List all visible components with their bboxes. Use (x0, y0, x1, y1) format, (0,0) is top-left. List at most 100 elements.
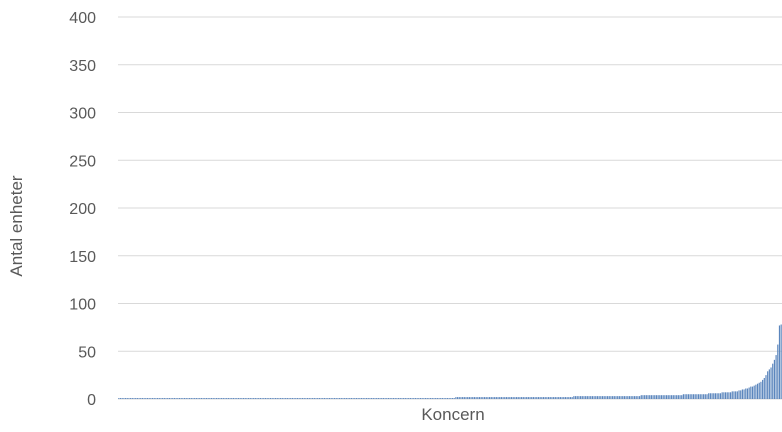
bar (512, 397, 514, 399)
bar (679, 395, 681, 399)
bar (580, 396, 582, 399)
bar (151, 398, 154, 399)
bar (640, 395, 642, 399)
bar (327, 398, 329, 399)
bar (741, 389, 743, 399)
bar (234, 398, 236, 399)
bar (119, 398, 122, 399)
bar (478, 397, 481, 399)
y-axis-title: Antal enheter (7, 175, 26, 276)
bar (286, 398, 288, 399)
bar (495, 397, 497, 399)
bar (649, 395, 651, 399)
bar (138, 398, 140, 399)
bar (517, 397, 519, 399)
bar (581, 396, 583, 399)
bar (559, 397, 561, 399)
bar (409, 398, 411, 399)
bar (697, 394, 700, 399)
bar (485, 397, 487, 399)
bar (445, 398, 447, 399)
bar (748, 387, 750, 399)
bar (502, 397, 504, 399)
bar (268, 398, 270, 399)
bar (158, 398, 160, 399)
y-tick-label: 300 (69, 106, 96, 123)
bar (755, 384, 757, 399)
bar (190, 398, 192, 399)
bar (167, 398, 169, 399)
bar (408, 398, 410, 399)
bar (239, 398, 241, 399)
bar (509, 397, 511, 399)
bar (450, 398, 452, 399)
bar (177, 398, 179, 399)
bar (118, 398, 120, 399)
bar (650, 395, 652, 399)
bar (463, 397, 465, 399)
bar (561, 397, 563, 399)
bar (674, 395, 676, 399)
bar (681, 395, 683, 399)
bar (365, 398, 368, 399)
bar (157, 398, 159, 399)
bar (537, 397, 540, 399)
bar (413, 398, 415, 399)
bar (312, 398, 314, 399)
bar (667, 395, 669, 399)
bar (219, 398, 221, 399)
bar (200, 398, 203, 399)
bar (468, 397, 470, 399)
bar (613, 396, 615, 399)
bar (406, 398, 408, 399)
bar (554, 397, 556, 399)
bar (259, 398, 261, 399)
bar (672, 395, 674, 399)
bar (487, 397, 489, 399)
bar (180, 398, 182, 399)
bar (746, 388, 749, 399)
bar (246, 398, 248, 399)
bar (347, 398, 349, 399)
bar (291, 398, 294, 399)
bar (606, 396, 609, 399)
bar (699, 394, 701, 399)
bar (414, 398, 417, 399)
bar (290, 398, 292, 399)
bar (301, 398, 304, 399)
bar (362, 398, 364, 399)
bar (307, 398, 309, 399)
bar (436, 398, 438, 399)
bar (635, 396, 637, 399)
bar (704, 394, 706, 399)
bar (514, 397, 516, 399)
bar (694, 394, 696, 399)
bar (298, 398, 300, 399)
bar (333, 398, 336, 399)
bar (216, 398, 218, 399)
bar (736, 391, 738, 399)
bar (536, 397, 538, 399)
bar (451, 398, 454, 399)
bar (686, 394, 688, 399)
bar (684, 394, 686, 399)
bar (772, 363, 774, 399)
bar (322, 398, 324, 399)
bar (126, 398, 128, 399)
bar (183, 398, 186, 399)
bar (182, 398, 184, 399)
bar (505, 397, 508, 399)
bar (610, 396, 612, 399)
bar (682, 394, 684, 399)
bar (141, 398, 144, 399)
bar (504, 397, 506, 399)
bar (676, 395, 678, 399)
bar (701, 394, 703, 399)
bar (711, 393, 713, 399)
bar (642, 395, 644, 399)
bars (118, 324, 782, 400)
bar (482, 397, 484, 399)
bar (369, 398, 371, 399)
bar (242, 398, 245, 399)
bar (714, 393, 717, 399)
